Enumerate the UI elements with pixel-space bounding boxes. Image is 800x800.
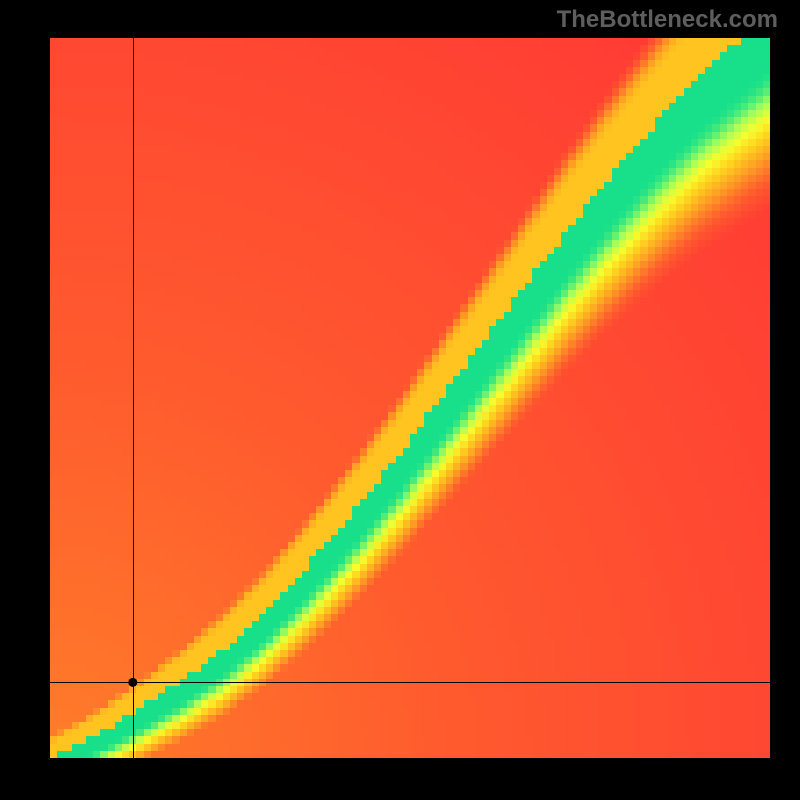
chart-container: TheBottleneck.com bbox=[0, 0, 800, 800]
watermark-text: TheBottleneck.com bbox=[557, 6, 778, 34]
bottleneck-heatmap bbox=[50, 38, 770, 758]
